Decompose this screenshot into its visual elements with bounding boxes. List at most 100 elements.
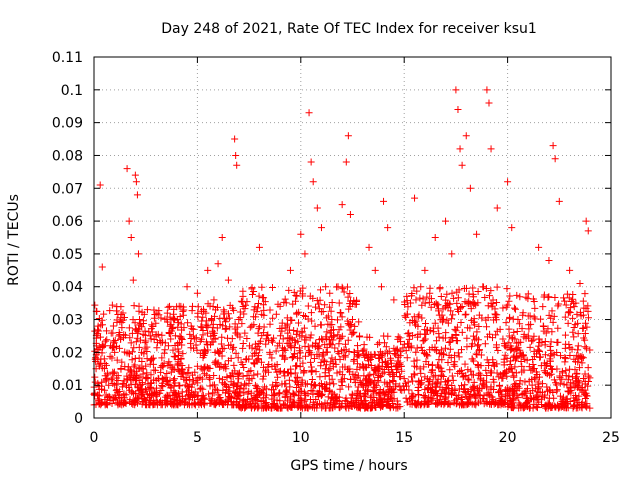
data-point [199,331,207,339]
data-point [482,316,490,324]
data-point [245,367,253,375]
data-point [227,372,235,380]
data-point [166,361,174,369]
data-point [321,357,329,365]
data-point [570,324,578,332]
data-point [545,256,553,264]
data-point [252,313,260,321]
data-point [144,380,152,388]
data-point [345,368,353,376]
data-point [223,315,231,323]
data-point [380,365,388,373]
data-point [535,398,543,406]
data-point [102,361,110,369]
y-tick-labels: 0 0.01 0.02 0.03 0.04 0.05 0.06 0.07 0.08 0.09 0.1… [52,50,83,427]
data-point [261,394,269,402]
data-point [345,383,353,391]
data-point [222,382,230,390]
data-point [493,283,501,291]
data-point [439,316,447,324]
data-point [248,322,256,330]
data-point [103,336,111,344]
data-point [259,301,267,309]
data-point [187,322,195,330]
data-point [151,399,159,407]
data-point [367,392,375,400]
data-point [126,374,134,382]
data-point [539,380,547,388]
data-point [517,358,525,366]
data-point [500,369,508,377]
data-point [519,352,527,360]
data-point [292,291,300,299]
data-point [499,304,507,312]
data-point [272,383,280,391]
data-point [565,340,573,348]
data-point [496,325,504,333]
data-point [569,314,577,322]
data-point [309,294,317,302]
data-point [562,301,570,309]
data-point [173,393,181,401]
data-point [188,394,196,402]
data-point [285,286,293,294]
data-point [552,403,560,411]
data-point [315,352,323,360]
data-point [98,349,106,357]
data-point [415,311,423,319]
data-point [189,332,197,340]
data-point [101,386,109,394]
data-point [216,320,224,328]
data-point [215,374,223,382]
data-point [243,355,251,363]
data-point [454,106,462,114]
data-point [276,397,284,405]
data-point [156,337,164,345]
data-point [513,339,521,347]
data-point [389,385,397,393]
data-point [445,385,453,393]
data-point [293,309,301,317]
data-point [322,361,330,369]
data-point [307,387,315,395]
data-point [365,380,373,388]
data-point [328,354,336,362]
data-point [574,330,582,338]
data-point [338,332,346,340]
data-point [581,377,589,385]
data-point [110,394,118,402]
x-tick-label: 0 [90,430,99,446]
data-point [406,395,414,403]
data-point [287,316,295,324]
data-point [435,311,443,319]
data-point [248,352,256,360]
data-point [446,338,454,346]
data-point [386,404,394,412]
data-point [583,323,591,331]
data-point [230,380,238,388]
data-point [554,324,562,332]
data-point [335,326,343,334]
data-point [444,319,452,327]
data-point [504,178,512,186]
data-point [426,376,434,384]
data-point [127,339,135,347]
data-point [341,340,349,348]
data-point [135,316,143,324]
data-point [194,303,202,311]
data-point [394,404,402,412]
data-point [98,263,106,271]
data-point [396,334,404,342]
data-point [112,386,120,394]
data-point [231,135,239,143]
data-point [109,337,117,345]
data-point [287,393,295,401]
data-point [321,365,329,373]
x-tick-label: 25 [602,430,620,446]
data-point [229,345,237,353]
data-point [212,400,220,408]
data-point [317,321,325,329]
data-point [220,344,228,352]
data-point [520,389,528,397]
